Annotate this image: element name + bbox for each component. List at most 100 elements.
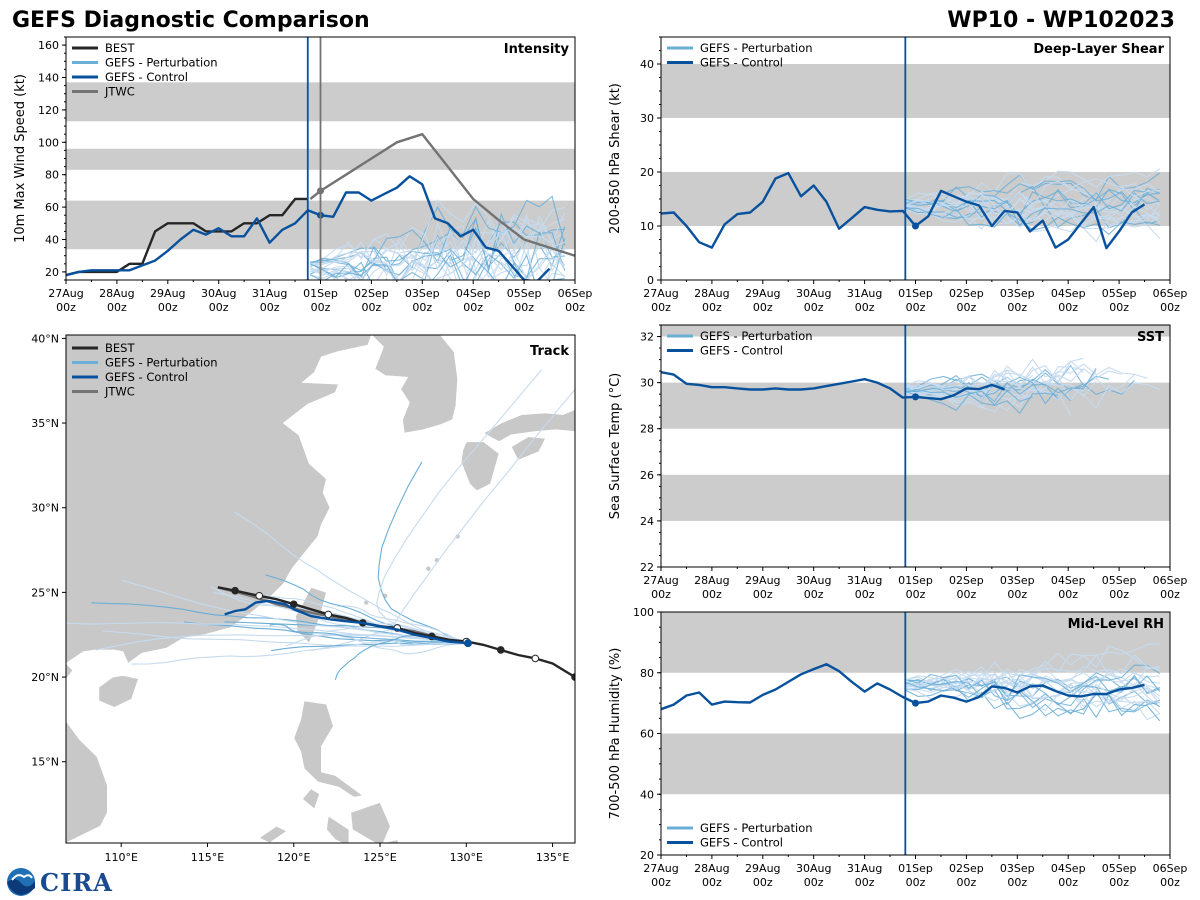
shear-xtick-label: 03Sep bbox=[1000, 287, 1035, 300]
shear-perturbation-member bbox=[905, 168, 1161, 211]
sst-xtick-label-hour: 00z bbox=[1109, 588, 1129, 601]
track-init-marker bbox=[464, 639, 473, 648]
intensity-legend-label: JTWC bbox=[104, 85, 135, 99]
rh-xtick-label: 06Sep bbox=[1153, 862, 1188, 875]
sst-xtick-label-hour: 00z bbox=[906, 588, 926, 601]
sst-legend-label: GEFS - Perturbation bbox=[700, 329, 813, 343]
track-ytick-label: 35°N bbox=[31, 417, 59, 430]
intensity-xtick-label: 04Sep bbox=[456, 287, 491, 300]
track-best-point bbox=[231, 586, 239, 595]
track-plot-area bbox=[66, 335, 575, 843]
intensity-xtick-label-hour: 00z bbox=[260, 301, 280, 314]
shear-xtick-label: 31Aug bbox=[847, 287, 882, 300]
rh-legend-label: GEFS - Perturbation bbox=[700, 821, 813, 835]
sst-xtick-label-hour: 00z bbox=[855, 588, 875, 601]
rh-init-marker bbox=[912, 699, 919, 707]
panay-land bbox=[326, 815, 350, 843]
intensity-ytick-label: 80 bbox=[45, 169, 59, 182]
shear-xtick-label: 06Sep bbox=[1153, 287, 1188, 300]
track-ytick-label: 20°N bbox=[31, 671, 59, 684]
track-legend-label: JTWC bbox=[104, 385, 135, 399]
sst-perturbation-member bbox=[905, 382, 1160, 409]
rh-ylabel: 700-500 hPa Humidity (%) bbox=[608, 648, 623, 820]
sst-xtick-label: 27Aug bbox=[643, 574, 678, 587]
rh-plot-area bbox=[661, 612, 1170, 795]
track-best-point bbox=[571, 673, 575, 681]
track-frame bbox=[65, 334, 576, 844]
intensity-perturbation-member bbox=[310, 228, 566, 278]
track-perturbation-member bbox=[391, 388, 575, 646]
sst-band bbox=[661, 474, 1170, 521]
intensity-xtick-label: 31Aug bbox=[252, 287, 287, 300]
rh-xtick-label: 01Sep bbox=[898, 862, 933, 875]
intensity-xtick-label-hour: 00z bbox=[107, 301, 127, 314]
sst-frame bbox=[660, 324, 1171, 568]
shear-ytick-label: 40 bbox=[640, 58, 654, 71]
rh-xtick-label-hour: 00z bbox=[906, 876, 926, 889]
rh-xtick-label: 03Sep bbox=[1000, 862, 1035, 875]
intensity-perturbation-member bbox=[310, 199, 565, 264]
shear-perturbation-member bbox=[905, 188, 1160, 214]
shikoku-land bbox=[510, 436, 547, 461]
shear-xtick-label-hour: 00z bbox=[855, 301, 875, 314]
rh-xtick-label: 28Aug bbox=[694, 862, 729, 875]
sst-xtick-label-hour: 00z bbox=[957, 588, 977, 601]
track-best-point bbox=[531, 654, 540, 663]
track-best-point bbox=[324, 610, 333, 619]
track-perturbation-member bbox=[121, 579, 469, 644]
track-xtick-label: 135°E bbox=[536, 851, 569, 864]
intensity-xtick-label: 01Sep bbox=[303, 287, 338, 300]
sst-legend-label: GEFS - Control bbox=[700, 344, 783, 358]
rh-xtick-label-hour: 00z bbox=[855, 876, 875, 889]
cira-logo: CIRA bbox=[4, 866, 113, 898]
sst-plot-area bbox=[661, 325, 1170, 521]
intensity-ytick-label: 60 bbox=[45, 201, 59, 214]
sst-ytick-label: 22 bbox=[640, 561, 654, 574]
rh-xtick-label: 02Sep bbox=[949, 862, 984, 875]
sst-xtick-label-hour: 00z bbox=[702, 588, 722, 601]
shear-xtick-label: 04Sep bbox=[1051, 287, 1086, 300]
intensity-xtick-label: 29Aug bbox=[150, 287, 185, 300]
shear-xtick-label: 02Sep bbox=[949, 287, 984, 300]
shear-panel: 01020304027Aug00z28Aug00z29Aug00z30Aug00… bbox=[608, 36, 1188, 314]
shear-perturbation-member bbox=[905, 189, 1160, 218]
mainland-asia-land bbox=[66, 335, 372, 665]
ryukyu-islet bbox=[426, 566, 431, 571]
shear-plot-area bbox=[661, 64, 1170, 250]
intensity-panel-title: Intensity bbox=[504, 42, 570, 57]
track-legend-label: GEFS - Perturbation bbox=[105, 356, 218, 370]
rh-xtick-label-hour: 00z bbox=[957, 876, 977, 889]
shear-xtick-label: 29Aug bbox=[745, 287, 780, 300]
rh-perturbation-member bbox=[905, 680, 1161, 722]
track-xtick-label: 115°E bbox=[191, 851, 224, 864]
intensity-xtick-label-hour: 00z bbox=[412, 301, 432, 314]
rh-xtick-label: 05Sep bbox=[1102, 862, 1137, 875]
shear-ytick-label: 20 bbox=[640, 166, 654, 179]
shear-xtick-label-hour: 00z bbox=[957, 301, 977, 314]
track-panel-title: Track bbox=[530, 344, 569, 359]
mindanao-land bbox=[382, 839, 400, 843]
track-xtick-label: 110°E bbox=[104, 851, 137, 864]
intensity-perturbation-member bbox=[310, 263, 565, 280]
track-perturbation-member bbox=[376, 369, 543, 644]
rh-xtick-label: 27Aug bbox=[643, 862, 678, 875]
rh-xtick-label: 29Aug bbox=[745, 862, 780, 875]
sst-ytick-label: 26 bbox=[640, 469, 654, 482]
track-panel: 110°E 115°E 120°E 125°E 130°E 135°E 15°N 20°N 25… bbox=[31, 332, 576, 864]
track-xtick-label: 120°E bbox=[277, 851, 310, 864]
rh-perturbation-member bbox=[905, 681, 1161, 721]
sst-xtick-label: 02Sep bbox=[949, 574, 984, 587]
sst-xtick-label-hour: 00z bbox=[804, 588, 824, 601]
intensity-ytick-label: 140 bbox=[38, 72, 59, 85]
figure-title-left: GEFS Diagnostic Comparison bbox=[12, 8, 370, 33]
sst-xtick-label: 05Sep bbox=[1102, 574, 1137, 587]
palawan-land bbox=[258, 825, 288, 843]
rh-panel-title: Mid-Level RH bbox=[1068, 617, 1164, 632]
shear-perturbation-member bbox=[905, 178, 1160, 215]
shear-perturbation-member bbox=[905, 190, 1161, 220]
shear-xtick-label: 28Aug bbox=[694, 287, 729, 300]
intensity-perturbation-member bbox=[310, 241, 566, 280]
shear-ytick-label: 30 bbox=[640, 112, 654, 125]
figure-title-right: WP10 - WP102023 bbox=[947, 8, 1175, 33]
sst-xtick-label: 28Aug bbox=[694, 574, 729, 587]
